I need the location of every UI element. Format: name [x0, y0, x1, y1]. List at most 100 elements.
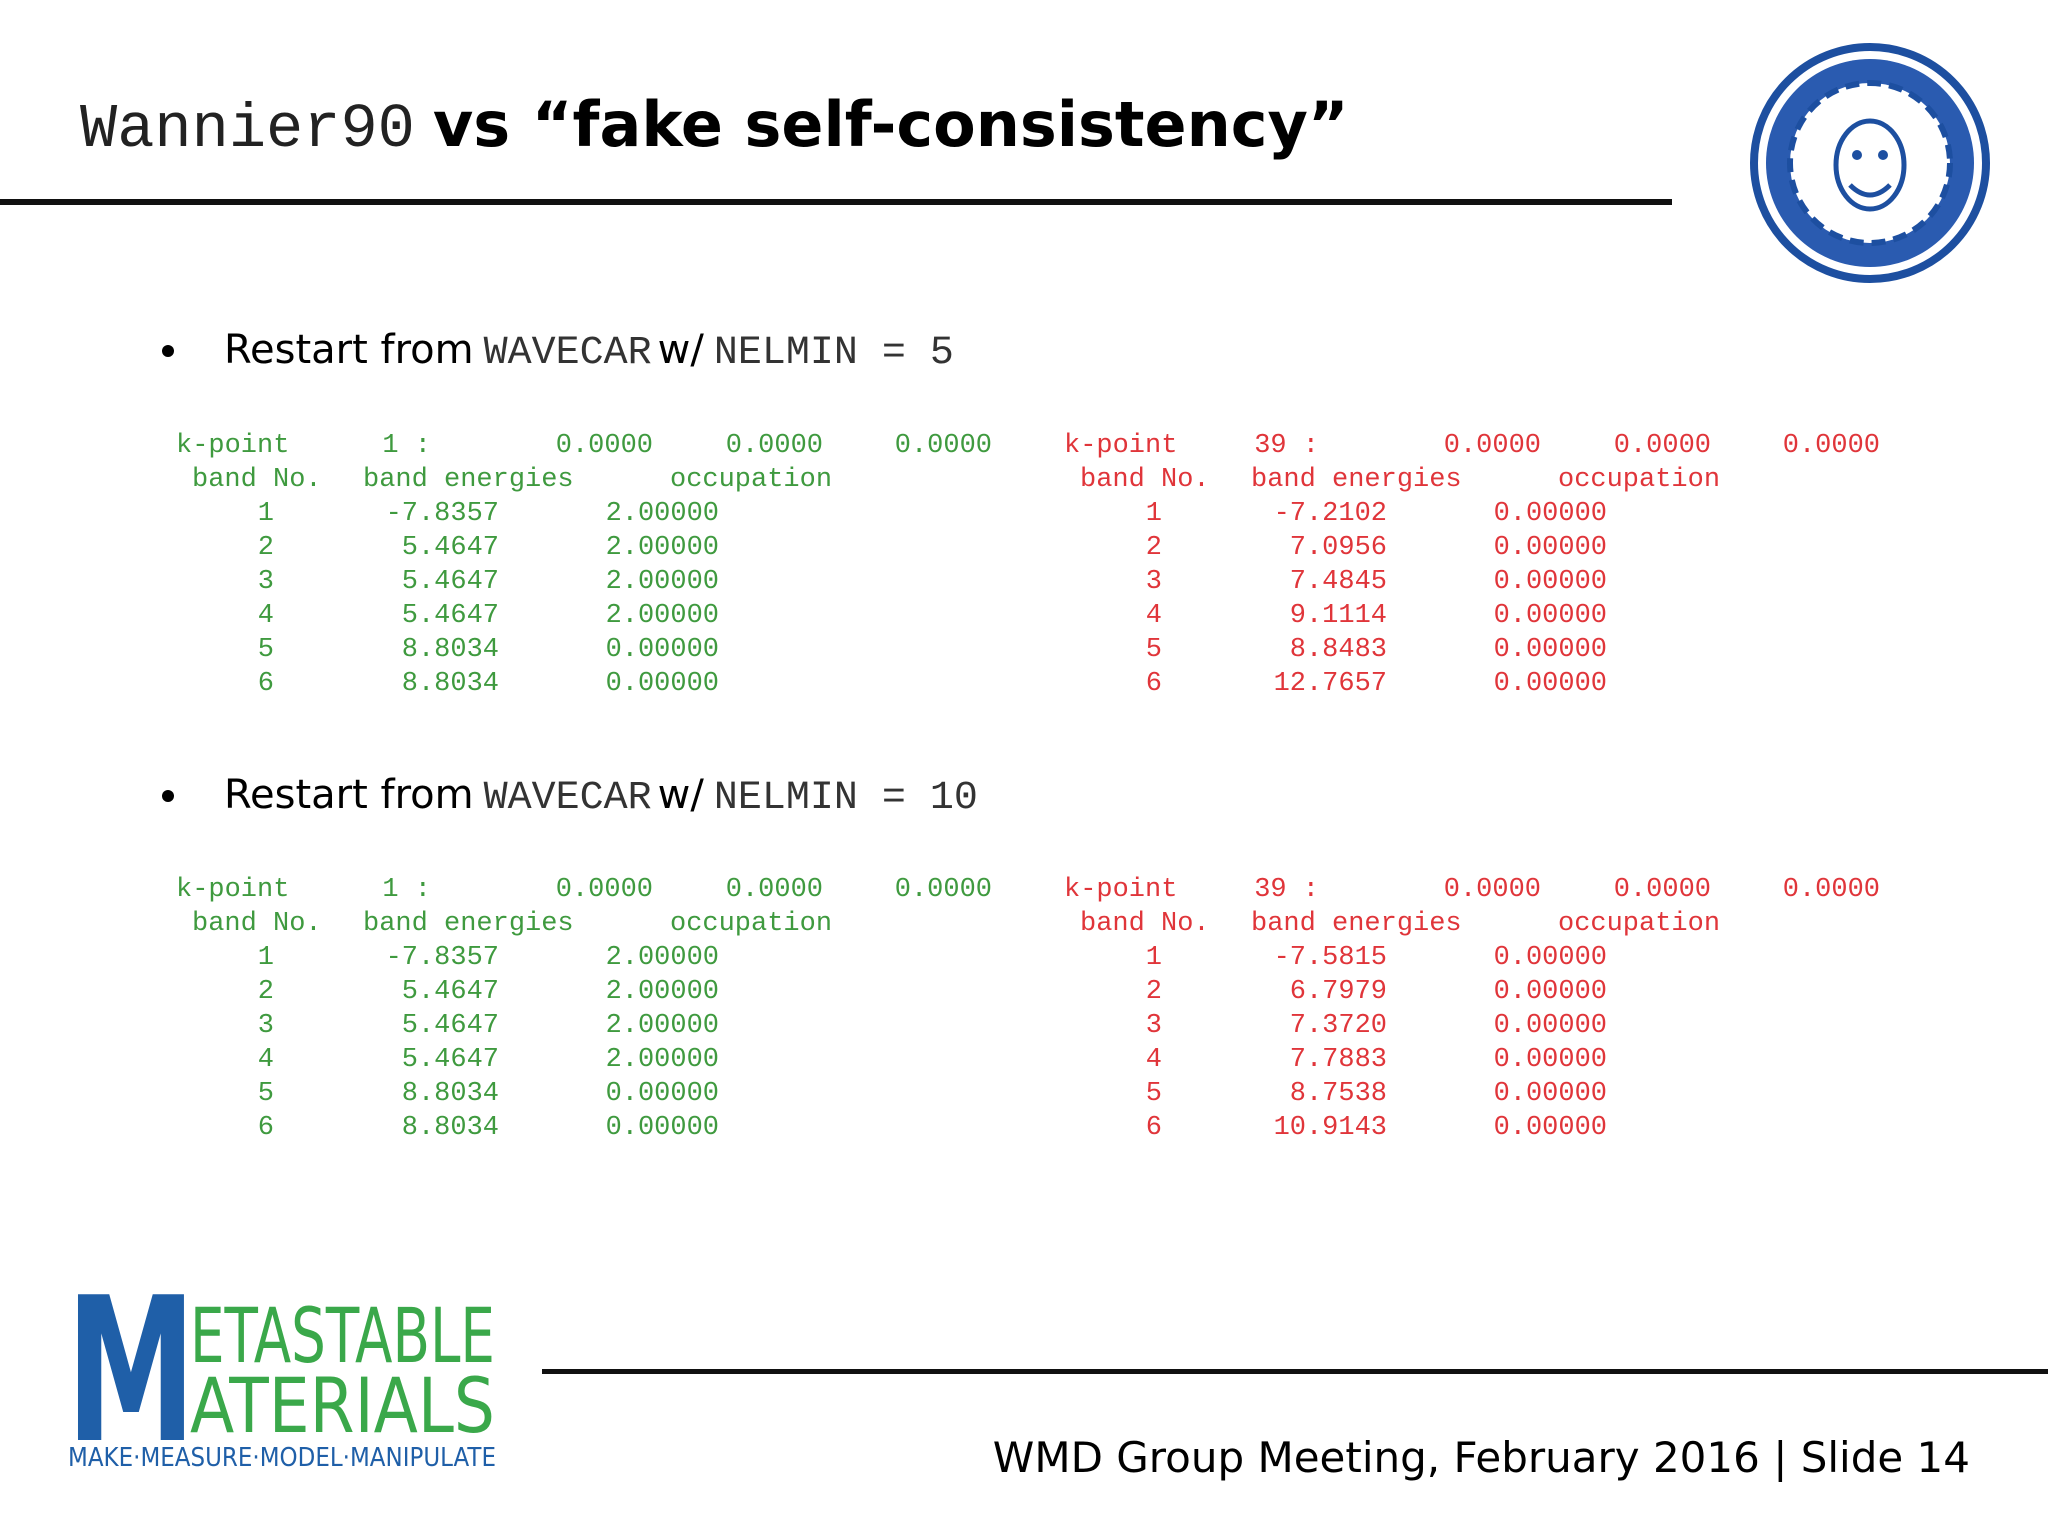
column-header: band energies — [363, 465, 574, 495]
band-number: 6 — [1146, 669, 1162, 699]
occupation: 0.00000 — [606, 1113, 719, 1143]
text: w/ — [658, 772, 705, 818]
kpoint-coord: 0.0000 — [556, 431, 653, 461]
code: NELMIN = 10 — [714, 776, 978, 821]
kpoint-coord: 0.0000 — [1444, 875, 1541, 905]
band-number: 1 — [258, 943, 274, 973]
occupation: 2.00000 — [606, 567, 719, 597]
occupation: 0.00000 — [1494, 601, 1607, 631]
band-energy: -7.2102 — [1274, 499, 1387, 529]
band-energy: -7.8357 — [386, 499, 499, 529]
band-energy: 10.9143 — [1274, 1113, 1387, 1143]
code: WAVECAR — [484, 776, 652, 821]
text: Restart from — [224, 327, 474, 373]
kpoint-coord: 0.0000 — [1614, 875, 1711, 905]
occupation: 0.00000 — [1494, 943, 1607, 973]
bullet-text: Restart from WAVECAR w/NELMIN = 10 — [224, 772, 978, 821]
occupation: 0.00000 — [1494, 635, 1607, 665]
band-energy: 5.4647 — [402, 977, 499, 1007]
content: Restart from WAVECAR w/NELMIN = 5k-point 1 … — [162, 327, 1880, 1143]
band-energy: -7.5815 — [1274, 943, 1387, 973]
bullet — [162, 345, 174, 357]
title-code: Wannier90 — [80, 94, 415, 165]
band-energy: 7.4845 — [1290, 567, 1387, 597]
kpoint-coord: 0.0000 — [1444, 431, 1541, 461]
occupation: 2.00000 — [606, 1011, 719, 1041]
code: WAVECAR — [484, 331, 652, 376]
occupation: 0.00000 — [1494, 533, 1607, 563]
occupation: 0.00000 — [1494, 1113, 1607, 1143]
band-number: 5 — [258, 635, 274, 665]
occupation: 0.00000 — [606, 1079, 719, 1109]
band-energy: 9.1114 — [1290, 601, 1387, 631]
band-number: 2 — [1146, 533, 1162, 563]
output-block: k-point 1 : 0.0000 0.0000 0.0000 band No. band… — [176, 431, 992, 699]
kpoint-label: k-point — [1064, 875, 1177, 905]
output-block: k-point 39 : 0.0000 0.0000 0.0000 band No. ban… — [1064, 431, 1880, 699]
band-energy: 7.3720 — [1290, 1011, 1387, 1041]
band-energy: 7.0956 — [1290, 533, 1387, 563]
band-energy: 5.4647 — [402, 533, 499, 563]
occupation: 0.00000 — [1494, 567, 1607, 597]
kpoint-label: k-point — [176, 431, 289, 461]
band-energy: 8.8034 — [402, 1113, 499, 1143]
band-energy: 12.7657 — [1274, 669, 1387, 699]
occupation: 0.00000 — [606, 635, 719, 665]
kpoint-coord: 0.0000 — [726, 875, 823, 905]
occupation: 0.00000 — [1494, 669, 1607, 699]
band-energy: 8.8034 — [402, 669, 499, 699]
output-block: k-point 39 : 0.0000 0.0000 0.0000 band No. ban… — [1064, 875, 1880, 1143]
band-number: 5 — [1146, 635, 1162, 665]
band-energy: 7.7883 — [1290, 1045, 1387, 1075]
logo-line2: ATERIALS — [190, 1361, 495, 1450]
band-energy: 8.7538 — [1290, 1079, 1387, 1109]
occupation: 2.00000 — [606, 977, 719, 1007]
occupation: 2.00000 — [606, 499, 719, 529]
occupation: 2.00000 — [606, 943, 719, 973]
band-energy: 8.8483 — [1290, 635, 1387, 665]
bullet — [162, 790, 174, 802]
band-number: 4 — [258, 1045, 274, 1075]
occupation: 0.00000 — [1494, 499, 1607, 529]
kpoint-coord: 0.0000 — [895, 431, 992, 461]
university-logo — [1750, 43, 1990, 283]
occupation: 0.00000 — [1494, 1011, 1607, 1041]
band-energy: 5.4647 — [402, 1011, 499, 1041]
text: w/ — [658, 327, 705, 373]
band-number: 1 — [258, 499, 274, 529]
logo-initial: M — [66, 1255, 196, 1488]
band-number: 3 — [258, 567, 274, 597]
occupation: 2.00000 — [606, 1045, 719, 1075]
kpoint-label: k-point — [176, 875, 289, 905]
output-block: k-point 1 : 0.0000 0.0000 0.0000 band No. band… — [176, 875, 992, 1143]
band-energy: 6.7979 — [1290, 977, 1387, 1007]
band-number: 3 — [1146, 1011, 1162, 1041]
occupation: 0.00000 — [606, 669, 719, 699]
logo-line1: ETASTABLE — [190, 1291, 495, 1380]
column-header: band No. — [192, 909, 322, 939]
band-energy: 5.4647 — [402, 601, 499, 631]
kpoint-coord: 0.0000 — [1783, 875, 1880, 905]
occupation: 2.00000 — [606, 601, 719, 631]
band-number: 4 — [258, 601, 274, 631]
column-header: occupation — [670, 909, 832, 939]
kpoint-coord: 0.0000 — [1614, 431, 1711, 461]
band-number: 4 — [1146, 601, 1162, 631]
title-underline — [0, 199, 1672, 205]
band-energy: 5.4647 — [402, 1045, 499, 1075]
column-header: band energies — [1251, 909, 1462, 939]
band-number: 5 — [1146, 1079, 1162, 1109]
band-number: 5 — [258, 1079, 274, 1109]
band-energy: -7.8357 — [386, 943, 499, 973]
kpoint-coord: 0.0000 — [895, 875, 992, 905]
column-header: occupation — [1558, 465, 1720, 495]
band-energy: 5.4647 — [402, 567, 499, 597]
column-header: band No. — [1080, 909, 1210, 939]
text: Restart from — [224, 772, 474, 818]
footer-text: WMD Group Meeting, February 2016 | Slide… — [993, 1433, 1970, 1482]
band-energy: 8.8034 — [402, 635, 499, 665]
slide-title: Wannier90 vs “fake self-consistency” — [80, 88, 1349, 165]
band-number: 1 — [1146, 499, 1162, 529]
